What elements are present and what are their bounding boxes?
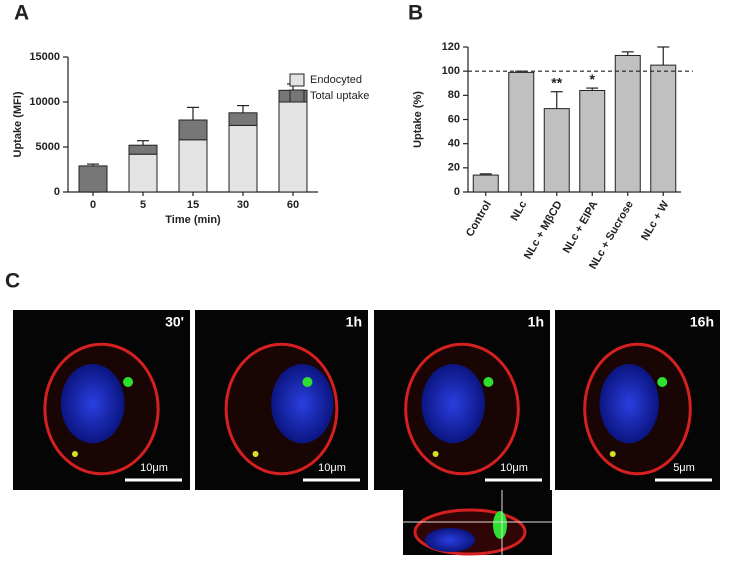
y-tick-label: 120 <box>442 41 460 53</box>
bar <box>579 90 606 193</box>
bar <box>472 174 499 193</box>
error-bar <box>137 140 149 146</box>
bar-segment <box>128 153 158 193</box>
bar <box>614 54 641 193</box>
y-tick-label: 10000 <box>29 96 60 108</box>
bar <box>650 64 677 193</box>
error-bar <box>550 91 563 109</box>
x-tick-label: NLc <box>509 199 530 223</box>
micrographs <box>13 310 720 556</box>
bar-segment <box>228 124 258 193</box>
x-tick-label: NLc + EIPA <box>561 199 601 255</box>
x-tick-label: 60 <box>287 199 299 211</box>
time-label: 30' <box>165 314 184 330</box>
panel-label: B <box>408 2 423 25</box>
vesicle <box>657 377 668 387</box>
bar-segment <box>178 119 208 141</box>
bar-segment <box>228 112 258 126</box>
vesicle <box>483 377 494 387</box>
x-tick-label: 30 <box>237 199 249 211</box>
y-tick-label: 100 <box>442 65 460 77</box>
time-label: 16h <box>690 314 714 330</box>
scale-label: 10μm <box>140 462 168 474</box>
error-bar <box>187 106 199 120</box>
x-tick-label: 15 <box>187 199 199 211</box>
legend-swatch <box>289 73 305 87</box>
nucleus <box>271 364 334 444</box>
x-tick-label: Control <box>464 199 494 239</box>
y-tick-label: 80 <box>448 89 460 101</box>
x-tick-label: NLc + W <box>639 198 672 242</box>
bar <box>508 71 535 193</box>
y-tick-label: 0 <box>54 186 60 198</box>
scale-label: 10μm <box>318 462 346 474</box>
legend-label: Endocyted <box>310 74 362 86</box>
bar-segment <box>178 139 208 193</box>
significance-label: ** <box>551 74 562 90</box>
y-axis-label: Uptake (%) <box>412 91 424 148</box>
ortho-nucleus <box>425 528 475 552</box>
error-bar <box>657 46 670 66</box>
vesicle <box>302 377 313 387</box>
panel-label: A <box>14 2 29 25</box>
y-tick-label: 20 <box>448 162 460 174</box>
y-tick-label: 5000 <box>36 141 60 153</box>
bar-segment <box>78 165 108 193</box>
x-axis-label: Time (min) <box>165 214 221 226</box>
vesicle <box>432 451 439 457</box>
y-tick-label: 60 <box>448 113 460 125</box>
x-tick-label: 5 <box>140 199 146 211</box>
x-tick-label: 0 <box>90 199 96 211</box>
significance-label: * <box>590 71 596 87</box>
bar-segment <box>128 144 158 155</box>
y-tick-label: 15000 <box>29 51 60 63</box>
bar <box>543 108 570 193</box>
vesicle <box>71 451 78 457</box>
y-tick-label: 40 <box>448 138 460 150</box>
time-label: 1h <box>346 314 362 330</box>
error-bar <box>237 104 249 113</box>
time-label: 1h <box>528 314 544 330</box>
error-bar <box>87 163 99 166</box>
legend-swatch <box>289 89 305 103</box>
scale-label: 10μm <box>500 462 528 474</box>
error-bar <box>479 173 492 176</box>
y-tick-label: 0 <box>454 186 460 198</box>
y-axis-label: Uptake (MFI) <box>12 91 24 157</box>
legend-label: Total uptake <box>310 90 369 102</box>
error-bar <box>586 87 599 91</box>
nucleus <box>421 364 485 444</box>
nucleus <box>599 364 659 444</box>
vesicle <box>123 377 134 387</box>
vesicle <box>252 451 259 457</box>
nucleus <box>60 364 125 444</box>
bar-segment <box>278 101 308 193</box>
panel-label: C <box>5 270 20 293</box>
ortho-vesicle <box>493 511 507 539</box>
x-tick-label: NLc + MβCD <box>522 199 565 261</box>
error-bar <box>621 51 634 56</box>
vesicle <box>609 451 616 457</box>
scale-label: 5μm <box>673 462 695 474</box>
